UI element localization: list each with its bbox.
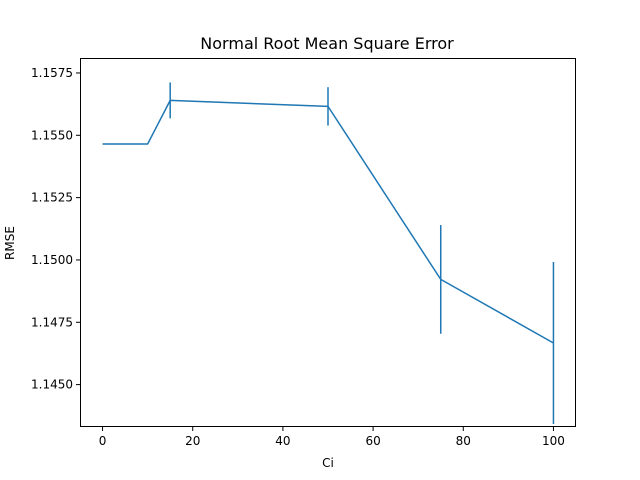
plot-area xyxy=(102,82,555,425)
x-tick-label: 40 xyxy=(275,434,290,448)
series-line-0 xyxy=(102,99,554,344)
y-tick-label: 1.1500 xyxy=(31,253,73,267)
y-tick-label: 1.1525 xyxy=(31,191,73,205)
y-axis: 1.1450 1.1475 1.1500 1.1525 1.1550 1.1575 xyxy=(31,66,80,392)
x-tick-label: 100 xyxy=(542,434,565,448)
axes-frame xyxy=(80,58,576,427)
y-axis-label: RMSE xyxy=(3,226,17,260)
x-axis-label: Ci xyxy=(322,456,334,470)
y-tick-label: 1.1475 xyxy=(31,315,73,329)
x-tick-label: 60 xyxy=(365,434,380,448)
x-tick-label: 20 xyxy=(185,434,200,448)
y-tick-label: 1.1550 xyxy=(31,128,73,142)
y-tick-label: 1.1450 xyxy=(31,378,73,392)
y-tick-label: 1.1575 xyxy=(31,66,73,80)
x-axis: 0 20 40 60 80 100 xyxy=(99,427,565,448)
x-tick-label: 0 xyxy=(99,434,107,448)
x-tick-label: 80 xyxy=(456,434,471,448)
chart-title: Normal Root Mean Square Error xyxy=(200,34,454,53)
